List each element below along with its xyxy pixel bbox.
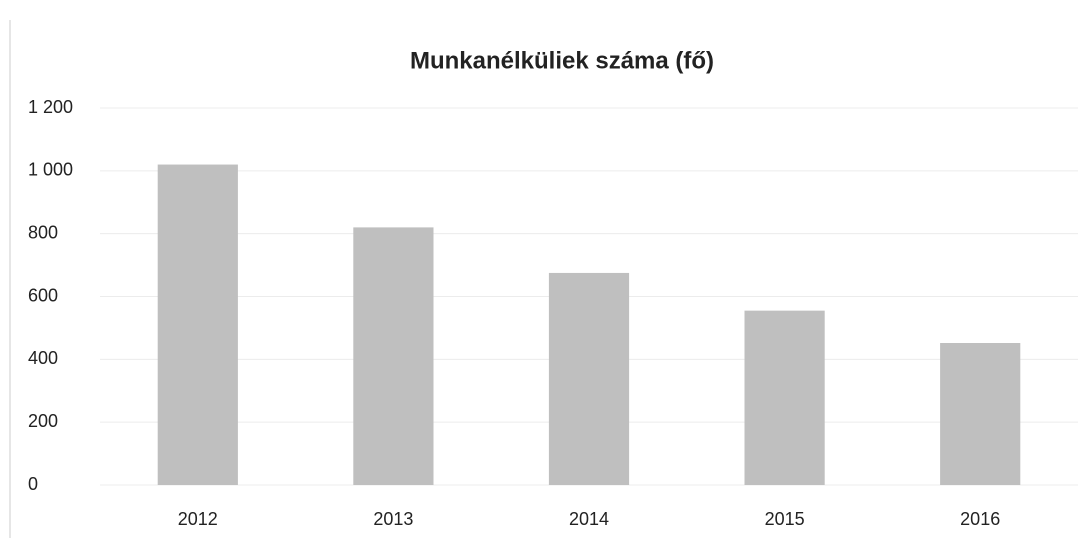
bar bbox=[940, 342, 1021, 485]
bar bbox=[744, 310, 825, 485]
chart-title: Munkanélküliek száma (fő) bbox=[410, 47, 714, 74]
bar bbox=[548, 272, 630, 485]
x-tick-label: 2013 bbox=[373, 509, 413, 529]
bar bbox=[157, 164, 238, 486]
y-tick-label: 1 000 bbox=[28, 160, 73, 180]
x-tick-label: 2014 bbox=[569, 509, 609, 529]
x-tick-label: 2012 bbox=[178, 509, 218, 529]
bar bbox=[353, 227, 434, 485]
x-tick-label: 2016 bbox=[960, 509, 1000, 529]
y-tick-label: 400 bbox=[28, 348, 58, 368]
x-tick-label: 2015 bbox=[765, 509, 805, 529]
y-tick-label: 1 200 bbox=[28, 97, 73, 117]
y-tick-label: 200 bbox=[28, 411, 58, 431]
y-tick-label: 0 bbox=[28, 474, 38, 494]
y-tick-label: 600 bbox=[28, 285, 58, 305]
y-tick-label: 800 bbox=[28, 222, 58, 242]
